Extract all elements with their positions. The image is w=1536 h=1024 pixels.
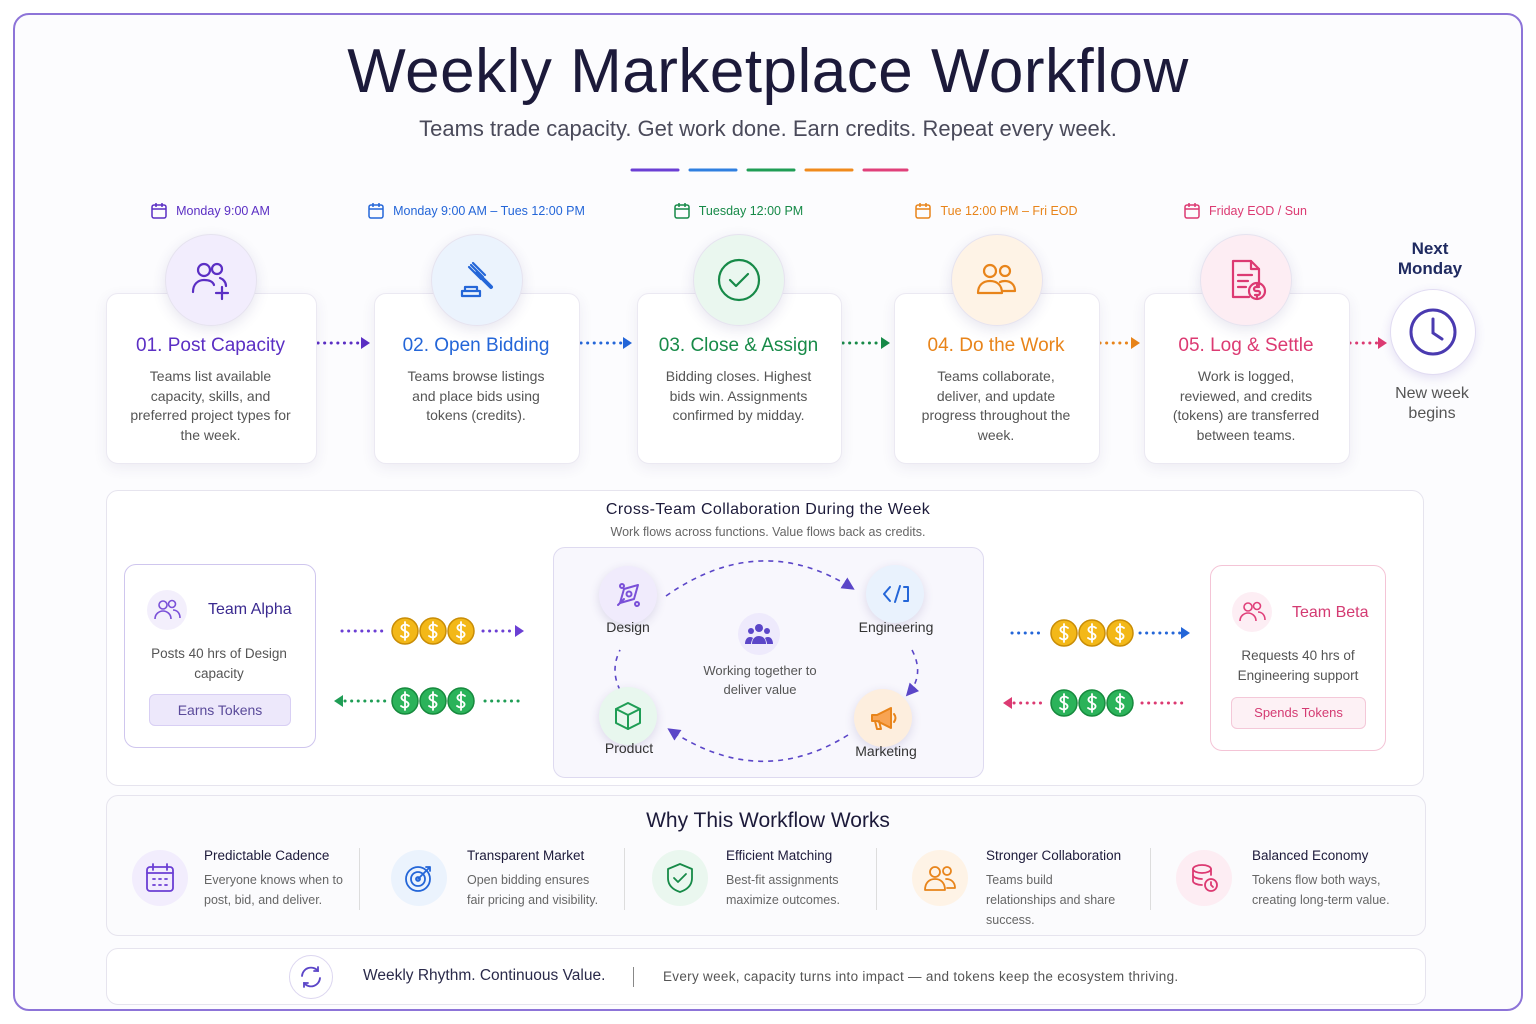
benefit-divider [624,848,625,910]
step-description: Bidding closes. Highest bids win. Assign… [665,368,812,423]
next-icon [1390,289,1476,375]
function-icon [599,687,657,745]
team-beta-desc: Requests 40 hrs of Engineering support [1237,648,1359,683]
footer-icon [289,955,333,999]
step-time-text: Tue 12:00 PM – Fri EOD [940,204,1078,218]
benefits-title: Why This Workflow Works [646,809,890,832]
step-description: Work is logged, reviewed, and credits (t… [1172,368,1320,443]
step-time-text: Tuesday 12:00 PM [698,204,804,218]
benefit-icon [391,850,447,906]
team-beta-name: Team Beta [1292,604,1369,621]
step-title: 03. Close & Assign [658,335,819,356]
step-time-text: Friday EOD / Sun [1209,204,1307,218]
step-title: 05. Log & Settle [1178,335,1314,356]
coin-symbol [456,691,466,711]
arrow-head [1181,627,1190,639]
benefit-icon [652,850,708,906]
arrow-head [361,337,370,349]
function-label: Engineering [858,619,934,635]
step-title: 02. Open Bidding [402,335,550,356]
step-time: Tuesday 12:00 PM [578,202,898,220]
step-time: Friday EOD / Sun [1085,202,1405,220]
step-icon [951,234,1043,326]
step-icon [693,234,785,326]
benefit-description: Best-fit assignments maximize outcomes. [726,873,840,907]
function-label: Marketing [855,743,917,759]
step-time: Monday 9:00 AM – Tues 12:00 PM [316,202,636,220]
team-alpha-icon [147,590,187,630]
benefit-description: Tokens flow both ways, creating long-ter… [1252,873,1390,907]
benefit-title: Transparent Market [467,848,585,863]
arrow-head [623,337,632,349]
benefit-title: Stronger Collaboration [986,848,1122,863]
benefit-divider [359,848,360,910]
benefit-description: Open bidding ensures fair pricing and vi… [467,873,599,907]
coin-symbol [1059,623,1069,643]
coin-symbol [1087,623,1097,643]
center-icon [738,613,780,655]
coin-symbol [428,621,438,641]
arrow-head [1003,697,1012,709]
step-time-text: Monday 9:00 AM – Tues 12:00 PM [393,204,585,218]
benefit-description: Everyone knows when to post, bid, and de… [204,873,343,907]
collab-title: Cross-Team Collaboration During the Week [605,501,931,518]
benefit-divider [1150,848,1151,910]
team-alpha-name: Team Alpha [208,601,292,618]
benefit-icon [132,850,188,906]
step-time: Monday 9:00 AM [50,202,370,220]
step-icon [1200,234,1292,326]
coin-symbol [1087,693,1097,713]
team-alpha-action: Earns Tokens [149,694,291,726]
coin-symbol [400,691,410,711]
function-label: Product [604,740,654,756]
team-beta-icon [1232,592,1272,632]
arrow-head [515,625,524,637]
footer-message: Every week, capacity turns into impact —… [663,969,1179,984]
benefit-icon [912,850,968,906]
arrow-head [1131,337,1140,349]
step-time: Tue 12:00 PM – Fri EOD [836,202,1156,220]
step-icon [431,234,523,326]
footer-tagline: Weekly Rhythm. Continuous Value. [363,967,606,984]
step-description: Teams list available capacity, skills, a… [130,368,291,443]
coin-symbol [456,621,466,641]
next-title: Next Monday [1397,239,1463,278]
step-title: 01. Post Capacity [136,335,285,356]
function-icon [866,565,924,623]
team-beta-action: Spends Tokens [1231,697,1366,729]
coin-symbol [428,691,438,711]
next-caption: New week begins [1395,385,1469,422]
title: Weekly Marketplace Workflow [347,37,1189,106]
function-icon [599,566,657,624]
arrow-head [334,695,343,707]
benefit-icon [1176,850,1232,906]
benefit-description: Teams build relationships and share succ… [986,873,1116,927]
arrow-head [881,337,890,349]
benefit-divider [876,848,877,910]
center-text: Working together to deliver value [703,663,817,697]
collab-subtitle: Work flows across functions. Value flows… [610,525,926,539]
step-title: 04. Do the Work [927,335,1065,356]
step-description: Teams browse listings and place bids usi… [407,368,545,423]
function-label: Design [606,619,650,635]
coin-symbol [400,621,410,641]
coin-symbol [1115,623,1125,643]
step-description: Teams collaborate, deliver, and update p… [921,368,1071,443]
subtitle: Teams trade capacity. Get work done. Ear… [419,116,1117,141]
coin-symbol [1059,693,1069,713]
arrow-head [1378,337,1387,349]
benefit-title: Balanced Economy [1252,848,1369,863]
team-alpha-desc: Posts 40 hrs of Design capacity [151,646,287,681]
benefit-title: Predictable Cadence [204,848,330,863]
step-time-text: Monday 9:00 AM [176,204,270,218]
coin-symbol [1115,693,1125,713]
step-icon [165,234,257,326]
footer-separator [633,967,634,987]
function-icon [854,689,912,747]
benefit-title: Efficient Matching [726,848,833,863]
